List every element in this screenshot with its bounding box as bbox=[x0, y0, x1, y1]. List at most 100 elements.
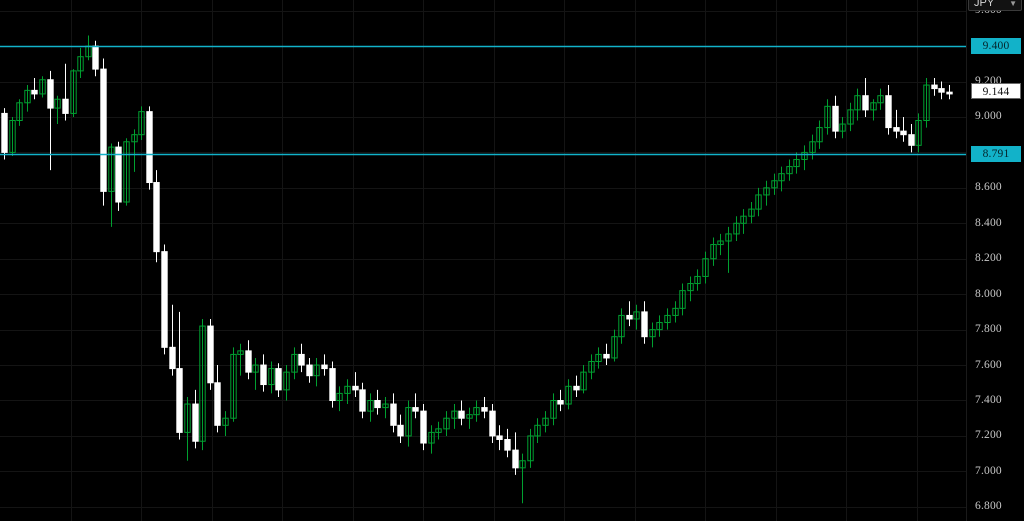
candle-body bbox=[62, 98, 69, 114]
candle-body bbox=[473, 407, 480, 416]
candle-body bbox=[725, 233, 732, 242]
price-axis[interactable]: 9.6009.2009.0008.6008.4008.2008.0007.800… bbox=[966, 0, 1024, 521]
candle-body bbox=[527, 435, 534, 462]
chart-canvas bbox=[0, 0, 966, 521]
candle-body bbox=[222, 417, 229, 426]
candle-body bbox=[31, 89, 38, 95]
candle-body bbox=[832, 105, 839, 132]
candle-body bbox=[237, 350, 244, 355]
candle-body bbox=[245, 350, 252, 373]
candle-body bbox=[938, 88, 945, 93]
price-axis-tick: 7.200 bbox=[975, 429, 1002, 442]
candle-body bbox=[595, 353, 602, 363]
candle-body bbox=[923, 84, 930, 122]
candle-body bbox=[199, 325, 206, 442]
candle-body bbox=[405, 407, 412, 437]
price-level-lines bbox=[0, 45, 966, 156]
candle-body bbox=[618, 314, 625, 338]
candle-body bbox=[611, 336, 618, 359]
candle-body bbox=[16, 102, 23, 122]
candle-body bbox=[214, 382, 221, 426]
candle-body bbox=[123, 141, 130, 203]
candle-body bbox=[9, 120, 16, 153]
candle-body bbox=[298, 353, 305, 366]
candle-body bbox=[443, 417, 450, 430]
candle-body bbox=[694, 275, 701, 285]
candle-body bbox=[466, 414, 473, 419]
candle-body bbox=[504, 438, 511, 451]
candle-body bbox=[138, 111, 145, 136]
candle-body bbox=[588, 361, 595, 373]
candle-body bbox=[908, 134, 915, 146]
candle-body bbox=[656, 322, 663, 331]
candle-body bbox=[679, 290, 686, 309]
candle-body bbox=[283, 371, 290, 391]
candle-body bbox=[717, 240, 724, 246]
symbol-dropdown[interactable]: JPY ▼ bbox=[968, 0, 1022, 11]
candle-body bbox=[115, 146, 122, 203]
candle-body bbox=[412, 407, 419, 412]
grid-lines bbox=[0, 0, 966, 521]
candle-body bbox=[885, 95, 892, 129]
candle-body bbox=[230, 353, 237, 419]
candle-body bbox=[733, 222, 740, 235]
candle-body bbox=[809, 141, 816, 153]
candle-body bbox=[672, 307, 679, 316]
candle-body bbox=[451, 410, 458, 419]
candle-body bbox=[92, 45, 99, 70]
candle-body bbox=[367, 399, 374, 412]
price-level-badge[interactable]: 8.791 bbox=[971, 145, 1021, 162]
candle-body bbox=[771, 180, 778, 189]
candle-body bbox=[291, 353, 298, 373]
candle-body bbox=[519, 460, 526, 469]
candle-body bbox=[550, 399, 557, 419]
price-level-badge[interactable]: 9.400 bbox=[971, 38, 1021, 55]
candle-body bbox=[275, 368, 282, 391]
candle-body bbox=[313, 364, 320, 377]
candle-body bbox=[374, 399, 381, 409]
candle-body bbox=[649, 329, 656, 338]
cursor-price-badge: 9.144 bbox=[971, 83, 1021, 100]
candle-body bbox=[710, 244, 717, 260]
candle-body bbox=[786, 166, 793, 175]
candle-body bbox=[847, 109, 854, 125]
candle-body bbox=[306, 364, 313, 377]
candle-body bbox=[268, 368, 275, 386]
price-axis-tick: 6.800 bbox=[975, 500, 1002, 513]
price-axis-tick: 9.000 bbox=[975, 110, 1002, 123]
candle-body bbox=[801, 151, 808, 160]
candle-body bbox=[344, 385, 351, 394]
candle-body bbox=[557, 399, 564, 405]
chevron-down-icon: ▼ bbox=[1009, 0, 1017, 8]
candle-body bbox=[626, 314, 633, 320]
candle-body bbox=[793, 158, 800, 168]
candle-body bbox=[352, 385, 359, 391]
candle-body bbox=[931, 84, 938, 90]
price-axis-tick: 8.400 bbox=[975, 216, 1002, 229]
candle-body bbox=[47, 79, 54, 109]
candle-body bbox=[900, 130, 907, 136]
candle-body bbox=[877, 95, 884, 104]
candle-body bbox=[100, 68, 107, 192]
price-axis-tick: 8.000 bbox=[975, 287, 1002, 300]
candle-body bbox=[146, 111, 153, 184]
candle-body bbox=[321, 364, 328, 370]
price-axis-tick: 8.200 bbox=[975, 252, 1002, 265]
candle-body bbox=[915, 120, 922, 146]
candle-body bbox=[252, 364, 259, 373]
candlestick-chart-plot[interactable] bbox=[0, 0, 966, 521]
candle-body bbox=[161, 251, 168, 348]
candle-body bbox=[489, 410, 496, 437]
candle-body bbox=[633, 311, 640, 320]
candle-body bbox=[763, 187, 770, 196]
symbol-label: JPY bbox=[974, 0, 995, 9]
price-axis-tick: 7.400 bbox=[975, 393, 1002, 406]
candle-body bbox=[862, 95, 869, 111]
candle-body bbox=[260, 364, 267, 386]
candle-body bbox=[435, 428, 442, 433]
candle-body bbox=[428, 431, 435, 444]
candle-body bbox=[748, 208, 755, 217]
candle-body bbox=[390, 403, 397, 426]
candle-body bbox=[39, 79, 46, 95]
